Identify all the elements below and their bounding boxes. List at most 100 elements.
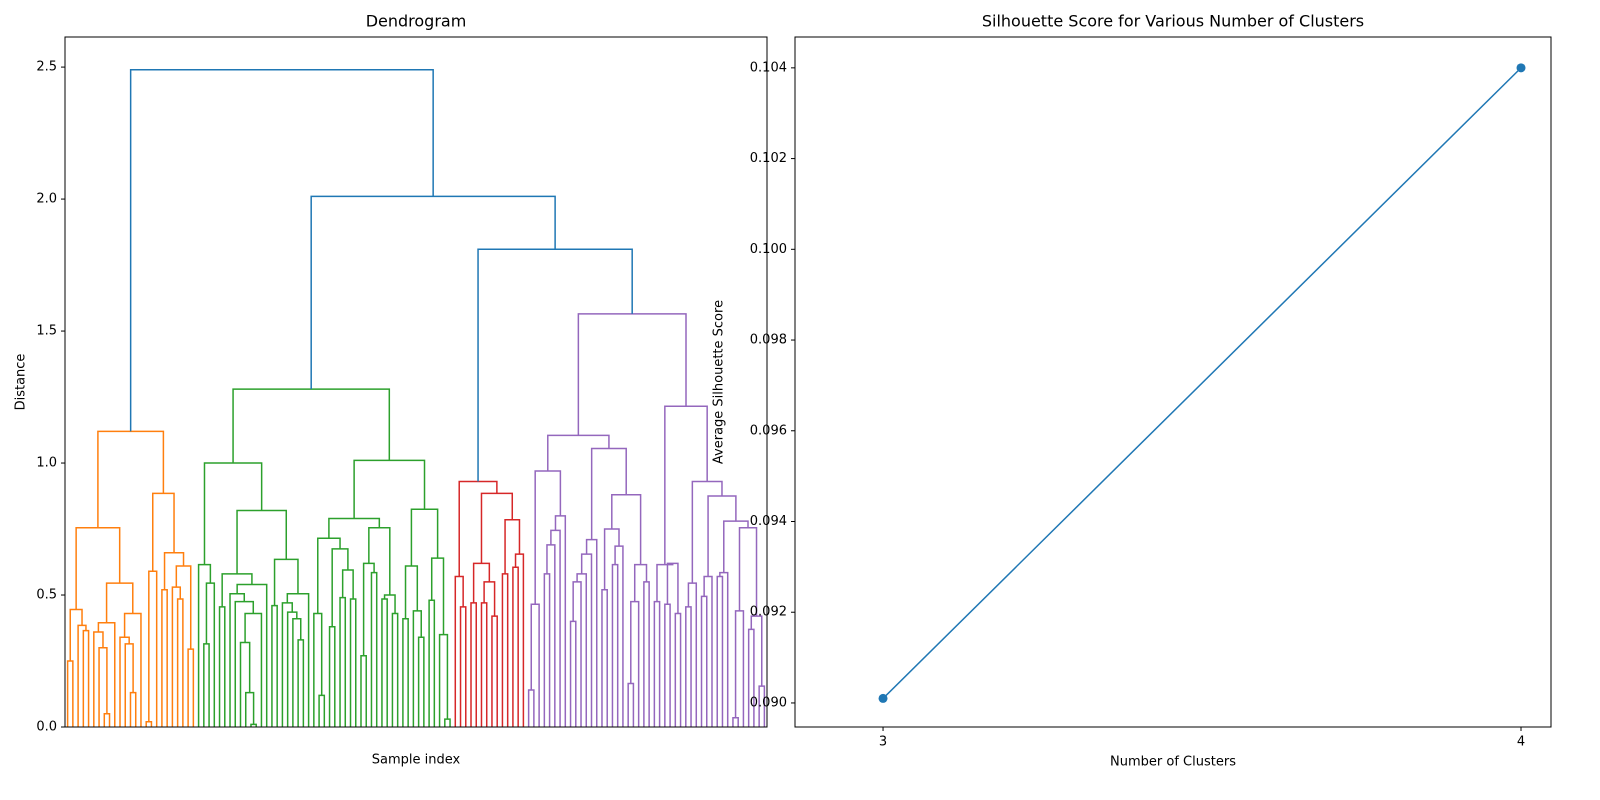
dendrogram-link xyxy=(723,520,749,573)
y-tick-label: 0.094 xyxy=(750,514,787,529)
dendrogram-link xyxy=(527,689,535,727)
dendrogram-link xyxy=(232,388,391,464)
dendrogram-link xyxy=(75,526,121,610)
dendrogram-link xyxy=(129,68,434,432)
dendrogram-link xyxy=(504,519,521,574)
dendrogram-link xyxy=(653,600,661,727)
dendrogram-link xyxy=(666,562,679,614)
dendrogram-link xyxy=(491,615,498,727)
dendrogram-link xyxy=(66,660,74,727)
y-tick-label: 0.092 xyxy=(750,605,787,620)
dendrogram-link xyxy=(732,717,739,727)
chart-title: Dendrogram xyxy=(366,12,467,31)
dendrogram-link xyxy=(438,633,449,727)
dendrogram-link xyxy=(734,610,745,727)
dendrogram-link xyxy=(229,592,246,727)
dendrogram-link xyxy=(124,643,134,727)
dendrogram-link xyxy=(633,563,648,602)
dendrogram-link xyxy=(747,628,755,727)
y-tick-label: 1.0 xyxy=(36,456,57,471)
y-tick-label: 0.090 xyxy=(750,695,787,710)
dendrogram-link xyxy=(297,639,305,727)
dendrogram-link xyxy=(402,618,409,727)
dendrogram-link xyxy=(716,575,724,727)
dendrogram-link xyxy=(271,604,278,727)
dendrogram-link xyxy=(234,600,255,727)
y-tick-label: 0.5 xyxy=(36,588,57,603)
x-axis-label: Sample index xyxy=(372,753,461,768)
dendrogram-link xyxy=(341,569,354,599)
dendrogram-link xyxy=(244,612,263,727)
dendrogram-link xyxy=(627,682,635,727)
dendrogram-link xyxy=(148,570,158,727)
axes-frame xyxy=(794,36,1552,728)
dendrogram-link xyxy=(161,588,168,727)
dendrogram-link xyxy=(171,586,182,727)
dendrogram-link xyxy=(417,636,425,727)
dendrogram-link xyxy=(547,434,610,471)
dendrogram-link xyxy=(103,713,111,727)
dendrogram-link xyxy=(152,492,175,572)
dendrogram-link xyxy=(310,195,556,390)
dendrogram-link xyxy=(758,685,766,727)
dendrogram-link xyxy=(362,562,375,656)
y-axis-label: Distance xyxy=(14,354,29,411)
x-tick-label: 3 xyxy=(879,735,887,750)
dendrogram-link xyxy=(163,552,185,590)
dendrogram-link xyxy=(69,608,83,662)
dendrogram-link xyxy=(370,571,378,727)
dendrogram-link xyxy=(687,582,698,727)
dendrogram-link xyxy=(203,462,263,565)
dendrogram-link xyxy=(244,691,255,727)
dendrogram-link xyxy=(750,615,763,687)
dendrogram-link xyxy=(412,610,422,727)
dendrogram-link xyxy=(360,654,367,727)
dendrogram-link xyxy=(664,603,671,727)
dendrogram-link xyxy=(286,592,310,727)
dendrogram-link xyxy=(187,648,195,727)
dendrogram-link xyxy=(664,405,708,565)
dendrogram-link xyxy=(391,612,399,727)
dendrogram-link xyxy=(203,643,210,727)
dendrogram-link xyxy=(700,595,708,727)
dendrogram-link xyxy=(480,492,514,564)
dendrogram-link xyxy=(472,562,491,603)
axes-frame xyxy=(64,36,768,728)
dendrogram-link xyxy=(218,606,226,727)
dendrogram-link xyxy=(273,558,299,606)
y-tick-label: 1.5 xyxy=(36,324,57,339)
dendrogram-link xyxy=(328,625,336,727)
dendrogram-link xyxy=(339,596,347,727)
dendrogram-link xyxy=(444,718,451,727)
dendrogram-link xyxy=(572,581,582,727)
y-axis-label: Average Silhouette Score xyxy=(712,300,727,464)
dendrogram-link xyxy=(719,571,729,727)
dendrogram-link xyxy=(707,495,737,577)
y-tick-label: 0.096 xyxy=(750,423,787,438)
dendrogram-link xyxy=(145,720,153,727)
dendrogram-link xyxy=(630,600,640,727)
x-tick-label: 4 xyxy=(1517,735,1525,750)
dendrogram-link xyxy=(534,470,562,605)
dendrogram-link xyxy=(292,618,302,727)
dendrogram-link xyxy=(470,602,477,727)
dendrogram-link xyxy=(428,599,436,727)
chart-title: Silhouette Score for Various Number of C… xyxy=(982,12,1364,31)
y-tick-label: 0.100 xyxy=(750,242,787,257)
dendrogram-link xyxy=(176,598,184,727)
dendrogram-link xyxy=(685,606,692,727)
dendrogram-link xyxy=(349,598,357,727)
dendrogram-link xyxy=(459,606,467,727)
dendrogram-link xyxy=(674,612,682,727)
dendrogram-link xyxy=(239,641,251,727)
dendrogram-link xyxy=(501,573,509,727)
dendrogram-link xyxy=(286,611,298,727)
dendrogram-link xyxy=(205,582,216,727)
dendrogram-link xyxy=(119,636,130,727)
dendrogram-link xyxy=(577,313,687,436)
dendrogram-link xyxy=(738,526,758,617)
dendrogram-link xyxy=(643,581,650,727)
y-tick-label: 0.0 xyxy=(36,720,57,735)
dendrogram-link xyxy=(603,528,620,590)
